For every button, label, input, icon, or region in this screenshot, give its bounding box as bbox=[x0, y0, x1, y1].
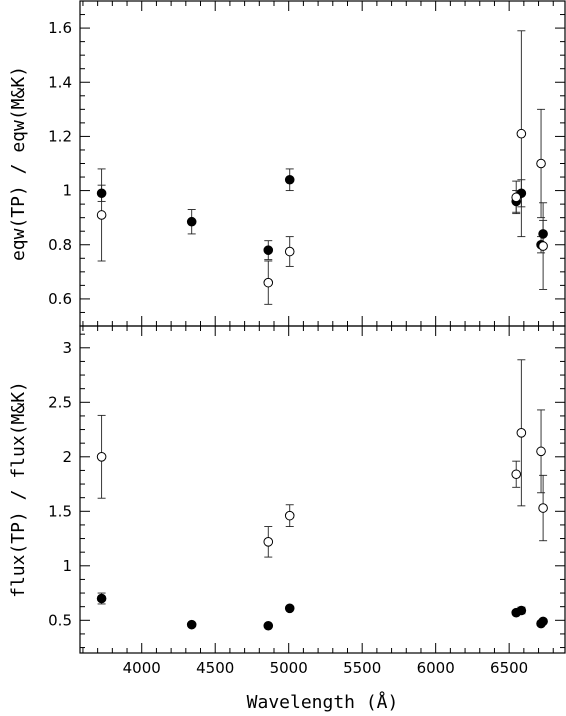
top-y-tick-label: 1.2 bbox=[48, 127, 72, 145]
top-y-tick-label: 0.8 bbox=[48, 236, 72, 254]
top-open-point bbox=[511, 192, 522, 203]
x-tick-label: 4000 bbox=[123, 659, 161, 677]
x-tick-label: 6500 bbox=[490, 659, 528, 677]
bottom-panel-points bbox=[96, 428, 548, 631]
top-panel-points bbox=[96, 128, 548, 288]
top-y-tick-label: 1 bbox=[62, 182, 72, 200]
bottom-open-point bbox=[511, 469, 522, 480]
top-filled-point bbox=[538, 229, 548, 239]
top-filled-point bbox=[263, 245, 274, 255]
x-tick-label: 5500 bbox=[343, 659, 381, 677]
bottom-panel-errorbars bbox=[97, 359, 548, 628]
top-open-point bbox=[536, 158, 546, 169]
bottom-y-tick-label: 3 bbox=[62, 339, 72, 357]
bottom-y-tick-label: 1 bbox=[62, 557, 72, 575]
top-panel-errorbars bbox=[97, 30, 548, 305]
x-tick-label: 5000 bbox=[270, 659, 308, 677]
top-y-tick-label: 1.6 bbox=[48, 19, 72, 37]
top-open-point bbox=[516, 128, 527, 139]
bottom-panel-tick-labels: 0.5 1 1.5 2 2.5 3 4000 4500 5000 5500 6000 6500 bbox=[48, 339, 528, 677]
bottom-y-tick-label: 2 bbox=[62, 448, 72, 466]
top-y-tick-label: 0.6 bbox=[48, 290, 72, 308]
top-y-tick-label: 1.4 bbox=[48, 73, 72, 91]
bottom-panel-frame bbox=[79, 325, 566, 654]
bottom-panel: 0.5 1 1.5 2 2.5 3 4000 4500 5000 5500 6000 6500 flu… bbox=[8, 325, 566, 713]
bottom-filled-point bbox=[263, 620, 274, 631]
x-axis-label: Wavelength (Å) bbox=[247, 691, 399, 713]
top-panel-tick-labels: 0.6 0.8 1 1.2 1.4 1.6 bbox=[48, 19, 72, 308]
bottom-open-point bbox=[538, 503, 548, 513]
bottom-filled-point bbox=[186, 619, 197, 630]
bottom-panel-y-axis-label: flux(TP) / flux(M&K) bbox=[8, 381, 29, 598]
bottom-filled-point bbox=[538, 616, 548, 627]
top-filled-point bbox=[96, 188, 107, 199]
top-open-point bbox=[284, 246, 295, 257]
bottom-y-tick-label: 1.5 bbox=[48, 502, 72, 520]
x-tick-label: 4500 bbox=[196, 659, 234, 677]
x-tick-label: 6000 bbox=[417, 659, 455, 677]
bottom-open-point bbox=[516, 428, 527, 438]
bottom-filled-point bbox=[284, 603, 295, 614]
bottom-filled-point bbox=[96, 593, 107, 604]
top-panel: 0.6 0.8 1 1.2 1.4 1.6 eqw(TP) / eqw(M&K) bbox=[8, 0, 566, 327]
top-panel-y-axis-label: eqw(TP) / eqw(M&K) bbox=[8, 66, 29, 261]
bottom-open-point bbox=[284, 510, 295, 521]
top-panel-frame bbox=[79, 0, 566, 327]
bottom-y-tick-label: 2.5 bbox=[48, 393, 72, 411]
bottom-open-point bbox=[263, 537, 274, 547]
top-open-point bbox=[538, 241, 548, 251]
top-open-point bbox=[96, 210, 107, 220]
bottom-panel-ticks bbox=[80, 326, 565, 653]
bottom-open-point bbox=[96, 452, 107, 462]
top-filled-point bbox=[284, 174, 295, 185]
bottom-open-point bbox=[536, 446, 546, 457]
top-panel-ticks bbox=[80, 0, 565, 327]
top-filled-point bbox=[186, 216, 197, 227]
bottom-filled-point bbox=[516, 605, 527, 616]
bottom-y-tick-label: 0.5 bbox=[48, 611, 72, 629]
top-open-point bbox=[263, 277, 274, 288]
